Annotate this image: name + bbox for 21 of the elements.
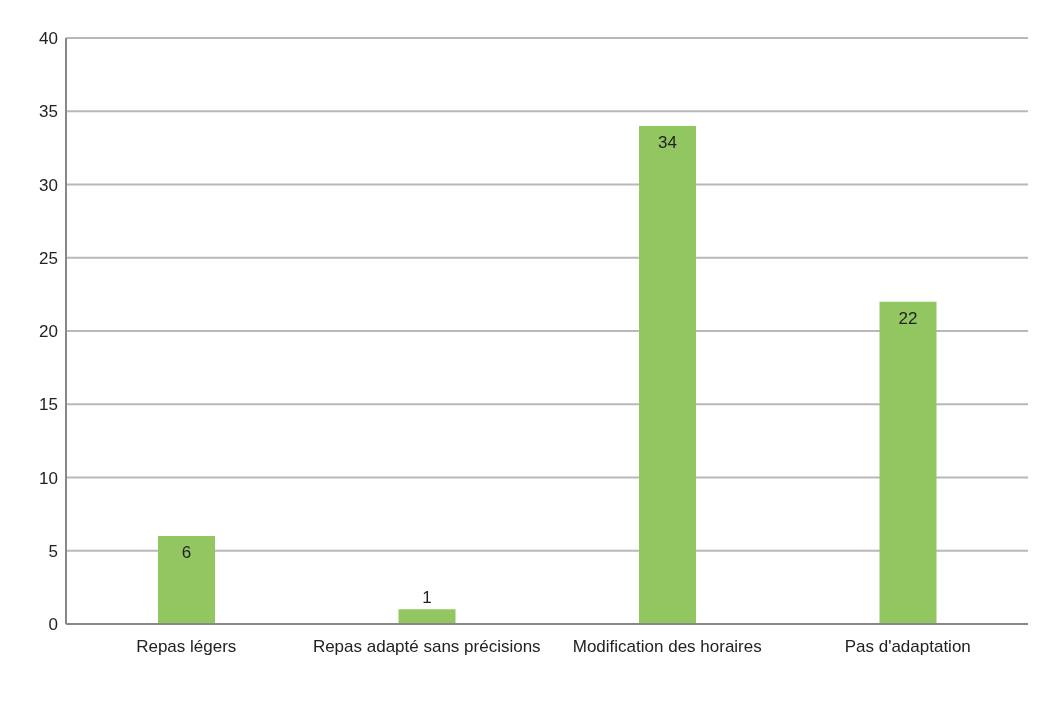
- y-tick-label: 5: [48, 541, 58, 561]
- data-label: 6: [181, 543, 192, 563]
- x-tick-label: Repas légers: [136, 637, 237, 657]
- data-label: 1: [422, 588, 432, 608]
- bar: [879, 301, 937, 624]
- y-tick-label: 20: [39, 322, 58, 342]
- data-label: 22: [898, 308, 918, 328]
- y-tick-label: 40: [39, 29, 58, 49]
- x-tick-label: Repas adapté sans précisions: [312, 637, 541, 657]
- y-tick-label: 10: [39, 468, 58, 488]
- y-tick-label: 25: [39, 248, 58, 268]
- x-tick-label: Modification des horaires: [572, 637, 762, 657]
- bar: [398, 609, 456, 624]
- y-tick-label: 35: [39, 102, 58, 122]
- y-tick-label: 15: [39, 395, 58, 415]
- y-tick-label: 30: [39, 175, 58, 195]
- bar: [158, 536, 215, 624]
- bar: [639, 125, 696, 624]
- x-tick-label: Pas d'adaptation: [844, 637, 971, 657]
- data-label: 34: [658, 132, 677, 152]
- y-tick-label: 0: [48, 615, 58, 635]
